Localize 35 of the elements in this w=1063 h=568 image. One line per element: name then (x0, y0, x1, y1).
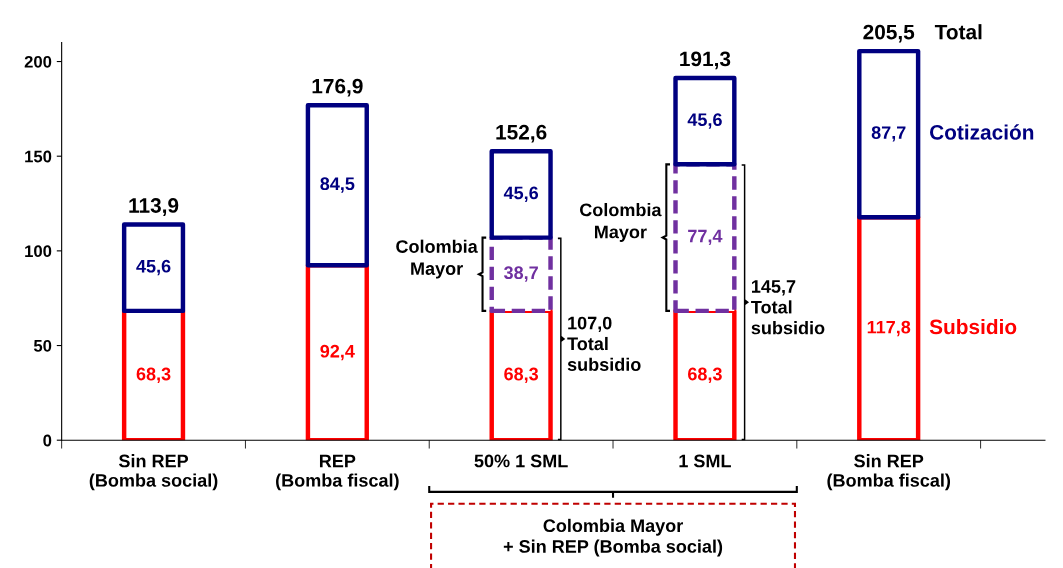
series-label: Subsidio (929, 318, 1017, 335)
data-label: 68,3 (136, 367, 171, 384)
total-label: 152,6 (496, 124, 547, 143)
data-label: 45,6 (136, 259, 171, 276)
data-label: 77,4 (688, 229, 723, 246)
data-label: 68,3 (504, 367, 539, 384)
data-label: 45,6 (503, 186, 539, 202)
x-tick-label: 1 SML (679, 454, 731, 468)
x-tick-label: REP (Bomba fiscal) (276, 454, 399, 491)
series-label: Cotización (930, 124, 1034, 140)
series-label: Colombia Mayor (579, 203, 662, 242)
data-label: 38,7 (503, 266, 538, 282)
y-tick-label: 50 (33, 339, 52, 352)
x-tick-label: Sin REP (Bomba social) (89, 454, 218, 491)
total-label: 205,5 (863, 24, 915, 43)
y-tick-label: 0 (43, 434, 52, 447)
annotation: 145,7 Total subsidio (751, 280, 825, 335)
annotation: 107,0 Total subsidio (567, 316, 641, 371)
annotation: Total (934, 24, 982, 40)
y-tick-label: 200 (24, 55, 52, 68)
data-label: 92,4 (320, 344, 355, 361)
x-tick-label: 50% 1 SML (474, 454, 568, 468)
data-label: 68,3 (688, 367, 722, 384)
text: Colombia Mayor + Sin REP (Bomba social) (503, 518, 723, 557)
x-tick-label: Sin REP (Bomba fiscal) (827, 454, 951, 491)
text: Colombia Mayor (396, 239, 478, 279)
y-tick-label: 100 (25, 245, 52, 258)
data-label: 117,8 (867, 320, 911, 337)
data-label: 45,6 (687, 113, 722, 129)
data-label: 84,5 (320, 177, 355, 193)
total-label: 191,3 (680, 51, 731, 70)
total-label: 113,9 (129, 198, 179, 216)
y-tick-label: 150 (25, 150, 52, 163)
total-label: 176,9 (312, 78, 363, 97)
data-label: 87,7 (871, 126, 906, 142)
